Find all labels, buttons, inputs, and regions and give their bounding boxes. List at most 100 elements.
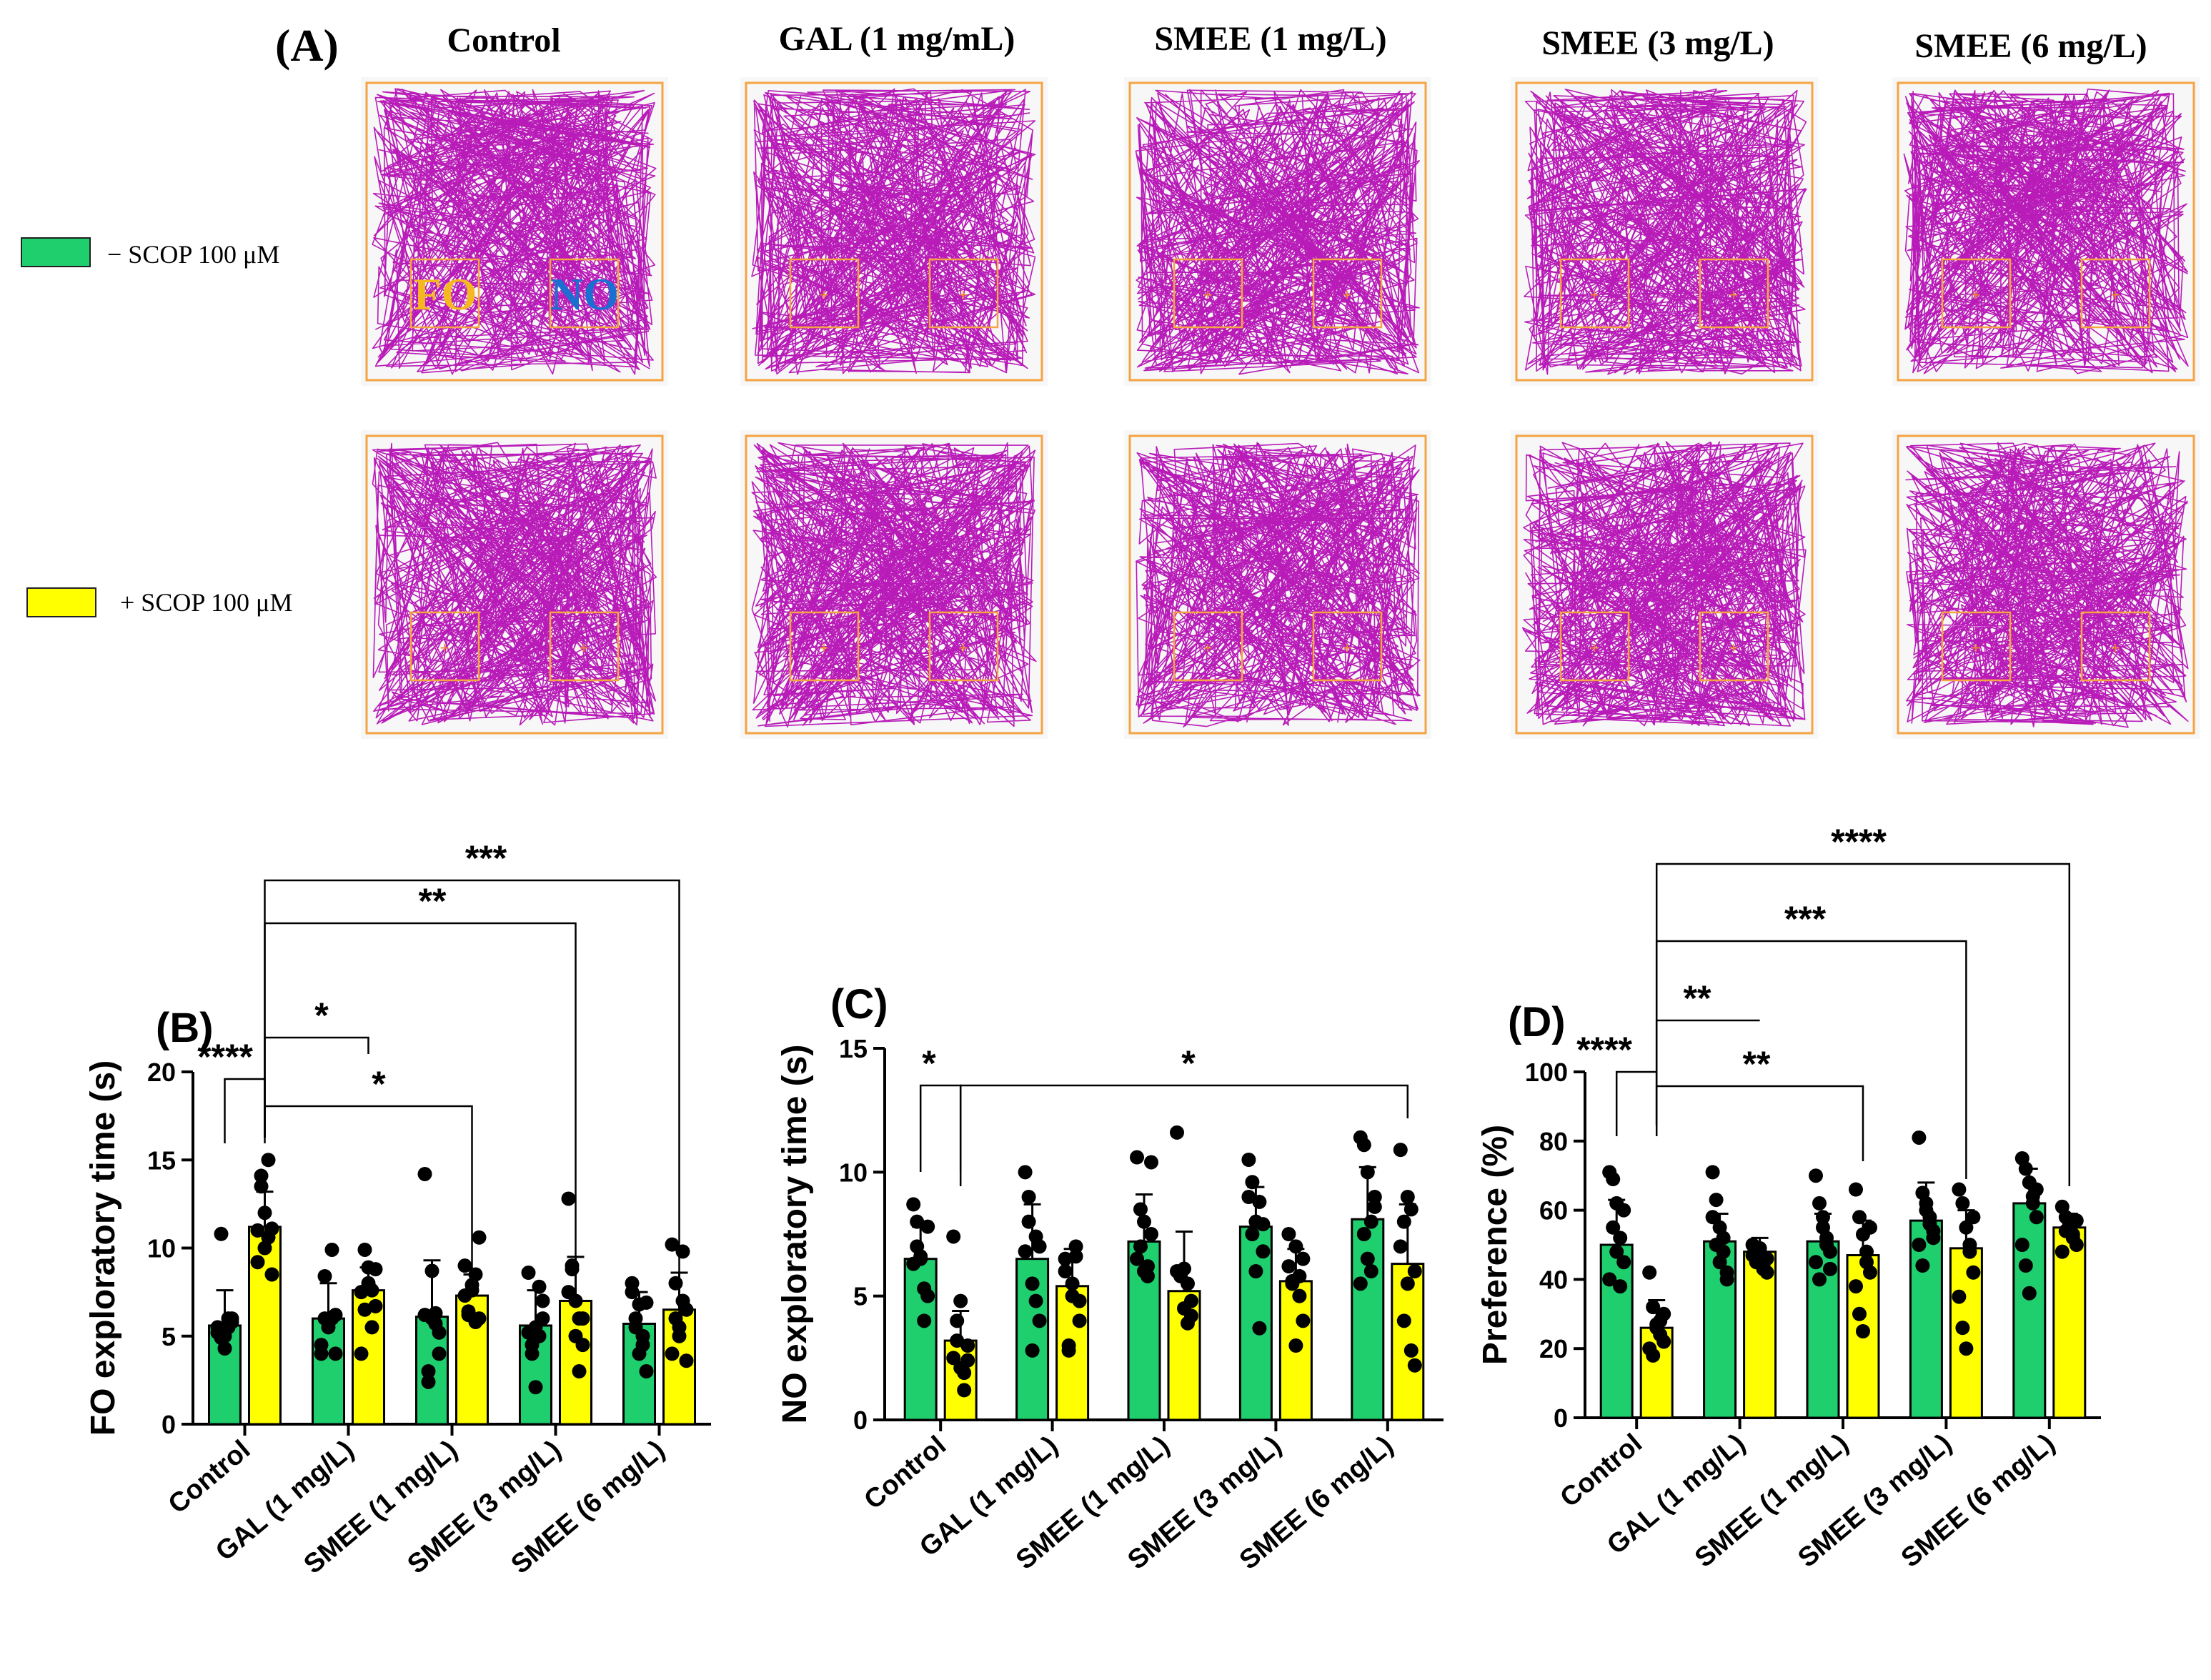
data-point (1285, 1276, 1300, 1291)
data-point (1396, 1313, 1411, 1328)
data-point (668, 1276, 683, 1291)
object-center-mark: + (1972, 286, 1981, 304)
data-point (1133, 1239, 1148, 1254)
movement-track (372, 442, 657, 726)
data-point (1356, 1227, 1371, 1241)
data-point (946, 1351, 961, 1366)
data-point (457, 1258, 472, 1273)
data-point (1602, 1272, 1617, 1287)
arena-minus-scop-1: + + (740, 77, 1048, 386)
data-point (1712, 1255, 1727, 1270)
familiar-object-zone (409, 258, 480, 329)
data-point (639, 1364, 654, 1379)
y-tick-label: 20 (1539, 1334, 1568, 1363)
data-point (432, 1325, 447, 1340)
data-point (217, 1341, 232, 1356)
y-tick-label: 15 (839, 1034, 868, 1063)
arena-border (1128, 81, 1427, 382)
novel-object-zone (1699, 258, 1769, 329)
data-point (675, 1244, 690, 1259)
data-point (2029, 1210, 2044, 1225)
significance-label: * (314, 995, 329, 1035)
object-center-mark: + (580, 639, 589, 657)
legend-swatch-minus-scop (21, 237, 91, 267)
data-point (421, 1374, 436, 1389)
data-point (950, 1333, 965, 1348)
arena-border (745, 81, 1043, 382)
data-point (1248, 1264, 1263, 1278)
data-point (1256, 1217, 1271, 1232)
arena-border (1897, 434, 2195, 735)
data-point (1393, 1143, 1408, 1158)
data-point (1966, 1210, 1981, 1225)
familiar-object-zone (789, 258, 860, 329)
y-axis-title: NO exploratory time (s) (776, 1045, 814, 1424)
data-point (1606, 1220, 1621, 1235)
data-point (368, 1262, 383, 1277)
data-point (635, 1338, 650, 1353)
data-point (1065, 1276, 1080, 1291)
data-point (532, 1328, 547, 1343)
familiar-object-zone (1941, 611, 2012, 682)
data-point (2018, 1258, 2033, 1273)
movement-track (751, 88, 1036, 375)
data-point (428, 1306, 443, 1321)
significance-label: * (1181, 1043, 1196, 1083)
data-point (314, 1338, 329, 1353)
data-point (1058, 1264, 1073, 1278)
arena-minus-scop-3: + + (1511, 77, 1818, 386)
data-point (1922, 1216, 1937, 1231)
data-point (264, 1221, 279, 1236)
data-point (1018, 1165, 1033, 1180)
significance-label: **** (1576, 1030, 1632, 1070)
bar-minus-scop (1599, 1243, 1634, 1419)
data-point (1061, 1343, 1076, 1358)
familiar-object-zone (1941, 258, 2012, 329)
novel-object-zone (928, 611, 999, 682)
data-point (917, 1313, 932, 1328)
column-title-smee-1: SMEE (1 mg/L) (1154, 20, 1386, 58)
arena-plus-scop-1: + + (740, 430, 1048, 739)
data-point (210, 1325, 225, 1340)
data-point (1849, 1279, 1863, 1294)
data-point (1184, 1308, 1198, 1323)
data-point (675, 1293, 690, 1308)
data-point (1952, 1289, 1967, 1304)
data-point (1068, 1239, 1083, 1254)
movement-track (1524, 88, 1807, 375)
y-tick-label: 100 (1525, 1058, 1568, 1087)
chart-b-fo-exploratory-time: 0 5 10 15 20 FO exploratory time (s) (B) Contro… (84, 838, 711, 1580)
data-point (254, 1168, 269, 1183)
data-point (2065, 1227, 2080, 1242)
data-point (665, 1237, 680, 1252)
data-point (1028, 1293, 1043, 1308)
data-point (1360, 1251, 1375, 1266)
arena-border (745, 434, 1043, 735)
data-point (261, 1153, 276, 1168)
significance-bracket (919, 1084, 962, 1172)
y-tick-label: 10 (147, 1234, 176, 1263)
data-point (1400, 1190, 1415, 1204)
data-point (364, 1283, 379, 1298)
panel-a-track-plots: (A) Control GAL (1 mg/mL) SMEE (1 mg/L) … (21, 20, 2200, 739)
legend-swatch-plus-scop (26, 587, 96, 617)
arena-plus-scop-0: + + (361, 430, 668, 739)
arena-minus-scop-2: + + (1124, 77, 1431, 386)
data-point (1606, 1172, 1621, 1187)
data-point (1962, 1238, 1977, 1252)
movement-track (1135, 89, 1420, 375)
familiar-object-zone (1559, 611, 1630, 682)
data-point (1032, 1313, 1047, 1328)
data-point (568, 1293, 583, 1308)
significance-bracket (264, 879, 680, 1318)
x-tick-label: Control (163, 1435, 256, 1520)
object-center-mark: + (1972, 639, 1981, 657)
data-point (1859, 1255, 1874, 1270)
object-center-mark: + (959, 639, 968, 657)
data-point (957, 1383, 972, 1398)
data-point (1752, 1241, 1767, 1256)
data-point (1952, 1182, 1967, 1197)
data-point (913, 1249, 928, 1264)
data-point (1288, 1338, 1303, 1353)
